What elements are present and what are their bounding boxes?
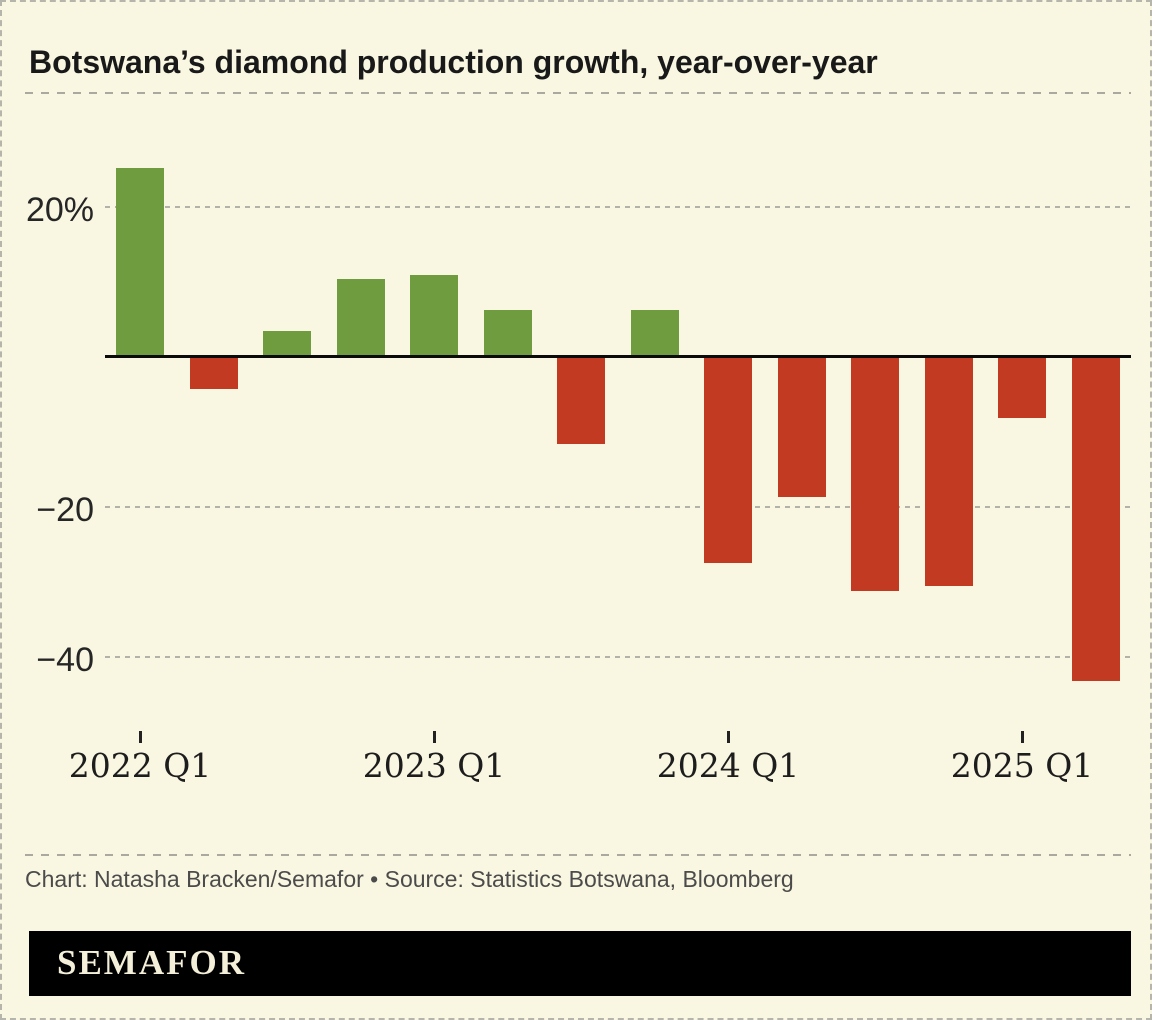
bar-2024-q3 <box>851 356 899 591</box>
x-tick-2024-q1 <box>726 731 730 743</box>
x-axis-label-2023-q1: 2023 Q1 <box>362 746 506 785</box>
x-axis-label-2025-q1: 2025 Q1 <box>950 746 1094 785</box>
gridline--20 <box>105 505 1131 508</box>
bar-2022-q2 <box>189 356 238 389</box>
bar-2022-q3 <box>263 331 311 357</box>
chart-title: Botswana’s diamond production growth, ye… <box>29 44 878 81</box>
gridline-20 <box>105 205 1131 208</box>
y-axis-label--40: −40 <box>36 640 94 679</box>
x-tick-2025-q1 <box>1020 731 1024 743</box>
x-tick-2023-q1 <box>432 731 436 743</box>
bar-2023-q3 <box>557 356 605 444</box>
bar-2024-q1 <box>704 356 752 563</box>
x-axis-label-2022-q1: 2022 Q1 <box>68 746 212 785</box>
bar-2023-q2 <box>483 310 532 357</box>
gridline--40 <box>105 655 1131 658</box>
bar-chart: 20% −20 −40 2022 Q1 2023 Q1 2024 Q1 2025 Q1 <box>2 2 1150 862</box>
bar-2025-q1 <box>998 356 1046 418</box>
bar-2024-q4 <box>924 356 973 586</box>
zero-axis-line <box>105 355 1131 358</box>
bar-2023-q1 <box>410 274 458 357</box>
bar-2022-q1 <box>116 168 164 357</box>
bar-2022-q4 <box>336 279 385 357</box>
bar-2023-q4 <box>630 310 679 357</box>
bar-2025-q2 <box>1071 356 1120 681</box>
x-axis-label-2024-q1: 2024 Q1 <box>656 746 800 785</box>
semafor-logo-bar: SEMAFOR <box>29 931 1131 996</box>
title-separator <box>25 92 1131 94</box>
y-axis-label-20: 20% <box>25 190 94 229</box>
bar-2024-q2 <box>777 356 826 497</box>
x-tick-2022-q1 <box>138 731 142 743</box>
footer-separator <box>25 854 1131 856</box>
source-caption: Chart: Natasha Bracken/Semafor • Source:… <box>25 866 794 892</box>
y-axis-label--20: −20 <box>36 490 94 529</box>
semafor-wordmark: SEMAFOR <box>57 943 246 982</box>
